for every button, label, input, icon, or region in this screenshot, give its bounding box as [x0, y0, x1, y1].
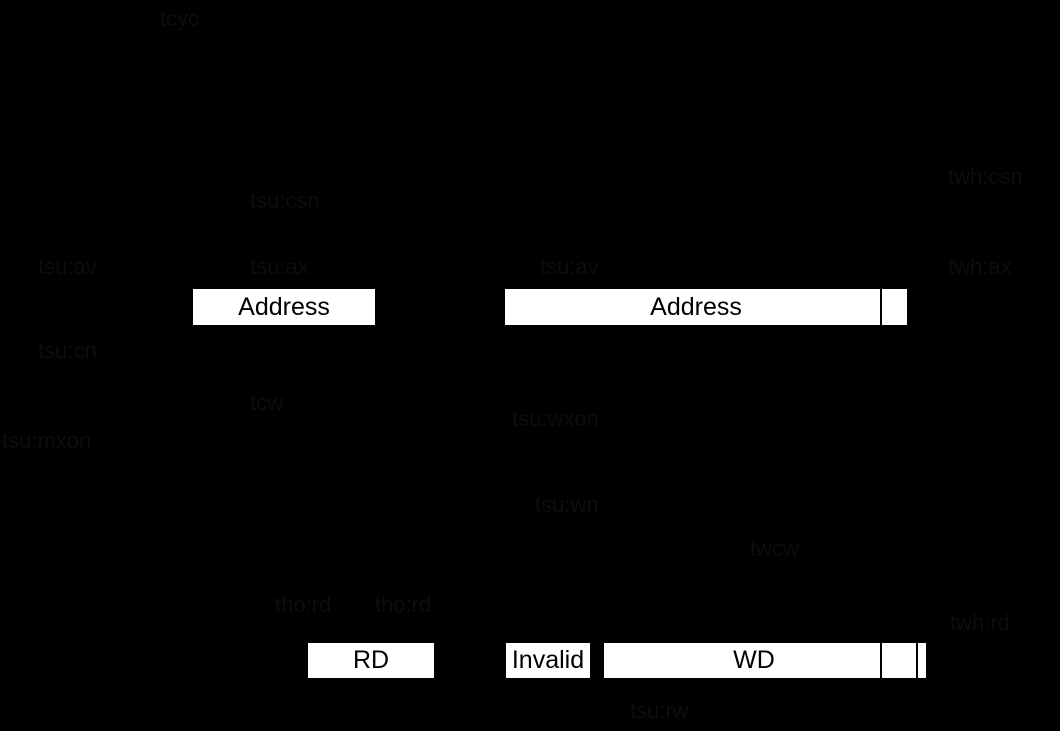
timing-label: tsu:csn: [250, 188, 320, 213]
read-data-box: RD: [308, 643, 434, 678]
address-box-1: Address: [193, 289, 375, 325]
timing-label: twh:csn: [948, 164, 1023, 189]
timing-label: tsu:mxon: [2, 428, 92, 453]
timing-label: tsu:ax: [250, 254, 309, 279]
address-box-2: Address: [505, 289, 907, 325]
write-data-box: WD: [604, 643, 926, 678]
timing-label: tsu:wn: [535, 492, 599, 517]
timing-label: twh:ax: [948, 254, 1012, 279]
timing-label: tcw: [250, 390, 283, 415]
timing-label: tsu:av: [38, 254, 97, 279]
timing-label: twh:rd: [950, 610, 1010, 635]
timing-label: tsu:wxon: [512, 406, 599, 431]
transition-mark: [880, 289, 882, 325]
timing-label: tcyc: [160, 6, 200, 31]
invalid-box: Invalid: [506, 643, 590, 678]
timing-label: tsu:cn: [38, 338, 97, 363]
timing-label: tho:rd: [275, 592, 332, 617]
transition-mark: [916, 643, 918, 678]
timing-label: tsu:av: [540, 254, 599, 279]
timing-label: tho:rd: [375, 592, 432, 617]
timing-label: tsu:rw: [630, 698, 689, 723]
transition-mark: [880, 643, 882, 678]
timing-label: twcw: [750, 536, 799, 561]
